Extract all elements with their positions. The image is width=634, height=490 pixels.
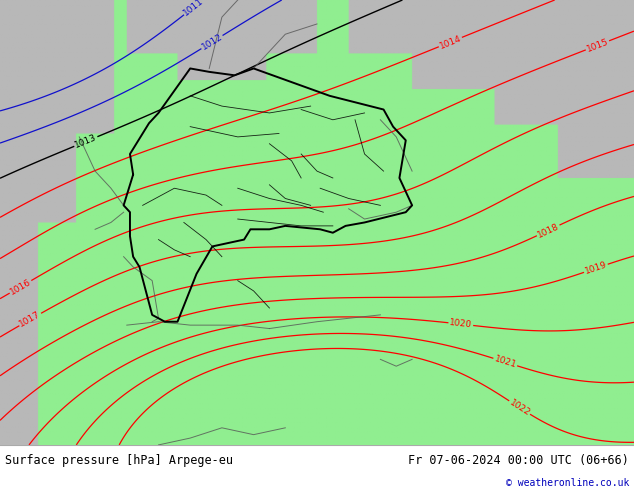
Text: 1014: 1014 [438, 34, 463, 50]
Text: 1012: 1012 [200, 32, 224, 52]
Text: 1020: 1020 [449, 318, 473, 330]
Text: Surface pressure [hPa] Arpege-eu: Surface pressure [hPa] Arpege-eu [5, 454, 233, 467]
Text: 1018: 1018 [536, 221, 560, 240]
Text: 1021: 1021 [493, 354, 517, 370]
Text: 1013: 1013 [74, 133, 98, 150]
Text: 1015: 1015 [585, 37, 610, 54]
Text: 1017: 1017 [18, 310, 42, 329]
Text: 1022: 1022 [508, 398, 531, 417]
Text: © weatheronline.co.uk: © weatheronline.co.uk [505, 478, 629, 488]
Text: 1011: 1011 [182, 0, 205, 18]
Text: 1019: 1019 [583, 260, 608, 276]
Text: 1016: 1016 [8, 277, 33, 296]
Text: Fr 07-06-2024 00:00 UTC (06+66): Fr 07-06-2024 00:00 UTC (06+66) [408, 454, 629, 467]
